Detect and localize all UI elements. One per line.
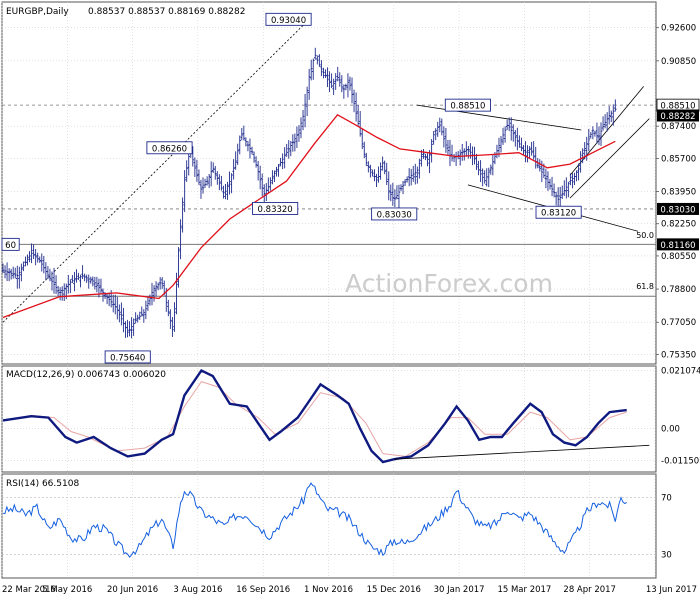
- price-annotation: 0.93040: [265, 12, 312, 26]
- rsi-panel-frame: [1, 473, 657, 579]
- price-candles: [1, 47, 617, 339]
- badge-label: 0.83030: [660, 205, 695, 215]
- x-tick-label: 30 Jan 2017: [434, 585, 485, 595]
- macd-y-axis: 0.021074 0.00 -0.011507: [661, 366, 700, 466]
- macd-tick-label: 0.021074: [661, 366, 700, 376]
- x-tick-label: 22 Mar 2016: [2, 585, 56, 595]
- badge-label: 0.81160: [660, 241, 695, 251]
- badge-box: [657, 238, 699, 251]
- y-tick-label: 0.77050: [661, 318, 696, 328]
- price-y-axis: 0.92600 0.90850 0.87400 0.85700 0.83950 0.822…: [656, 24, 696, 360]
- rsi-title: RSI(14) 66.5108: [6, 479, 79, 489]
- x-tick-label: 13 Jun 2017: [646, 585, 697, 595]
- annotation-box: [146, 141, 193, 155]
- trendline: [416, 104, 582, 131]
- retracement-label: 61.8: [636, 282, 654, 291]
- annotation-label: 0.93040: [271, 16, 306, 26]
- price-annotation: 0.83320: [252, 202, 299, 215]
- y-tick-label: 0.87400: [661, 122, 696, 132]
- x-tick-label: 15 Dec 2016: [367, 585, 421, 595]
- annotation-box: [535, 205, 582, 219]
- macd-title: MACD(12,26,9) 0.006743 0.006020: [6, 370, 166, 380]
- annotation-label: 60: [5, 241, 16, 251]
- price-badge: 0.88282: [657, 109, 699, 122]
- price-annotation: 0.83030: [371, 207, 418, 221]
- annotation-box: [265, 12, 312, 26]
- x-tick-label: 3 Aug 2016: [173, 585, 222, 595]
- annotation-box: [1, 237, 20, 251]
- chart-title: EURGBP,Daily: [6, 7, 69, 17]
- y-tick-label: 0.85700: [661, 154, 696, 164]
- y-tick-label: 0.78800: [661, 285, 696, 295]
- macd-tick-label: -0.011507: [661, 457, 700, 467]
- price-badge: 0.83030: [657, 202, 699, 215]
- y-tick-label: 0.75350: [661, 350, 696, 360]
- badge-box: [657, 202, 699, 215]
- rsi-tick-label: 30: [661, 551, 672, 561]
- annotation-box: [252, 202, 299, 215]
- rsi-line: [2, 482, 627, 559]
- y-tick-label: 0.90850: [661, 57, 696, 67]
- price-annotation: 0.86260: [146, 141, 193, 155]
- annotation-box: [104, 350, 151, 364]
- price-annotation: 0.83120: [535, 205, 582, 219]
- rsi-tick-label: 70: [661, 493, 672, 503]
- annotation-label: 0.83030: [377, 210, 412, 220]
- ohlc-readout: 0.88537 0.88537 0.88169 0.88282: [88, 7, 245, 17]
- x-tick-label: 15 Mar 2017: [497, 585, 551, 595]
- moving-average-line: [2, 113, 616, 319]
- price-annotation: 0.88510: [444, 98, 491, 112]
- x-tick-label: 20 Jun 2016: [107, 585, 158, 595]
- watermark: ActionForex.com: [345, 269, 553, 298]
- badge-label: 0.88282: [660, 112, 695, 122]
- annotation-label: 0.88510: [450, 102, 485, 112]
- x-tick-label: 1 Nov 2016: [304, 585, 353, 595]
- annotation-label: 0.83320: [258, 205, 293, 215]
- badge-box: [657, 109, 699, 122]
- macd-tick-label: 0.00: [661, 425, 680, 435]
- y-tick-label: 0.80550: [661, 252, 696, 262]
- rsi-y-axis: 70 30: [661, 493, 672, 560]
- x-tick-label: 16 Sep 2016: [236, 585, 290, 595]
- macd-line: [2, 368, 627, 464]
- macd-grid: [2, 369, 656, 461]
- macd-trendline: [394, 444, 650, 460]
- annotation-label: 0.75640: [110, 353, 145, 363]
- x-grid: [1, 2, 656, 578]
- price-annotation: 60: [1, 237, 20, 251]
- annotation-label: 0.86260: [152, 144, 187, 154]
- annotation-box: [371, 207, 418, 221]
- rsi-grid: [2, 497, 656, 555]
- y-tick-label: 0.82250: [661, 220, 696, 230]
- price-badge: 0.81160: [657, 238, 699, 251]
- y-tick-label: 0.83950: [661, 188, 696, 198]
- trendline: [569, 118, 650, 199]
- y-tick-label: 0.92600: [661, 24, 696, 34]
- badge-label: 0.88510: [660, 102, 695, 112]
- annotation-label: 0.83120: [541, 209, 576, 219]
- x-tick-label: 28 Apr 2017: [563, 585, 616, 595]
- price-annotation: 0.75640: [104, 350, 151, 364]
- x-tick-label: 5 May 2016: [42, 585, 92, 595]
- price-annotations: 0.93040 0.86260 0.83320 0.83030 0.88510 0.831…: [1, 12, 582, 364]
- retracement-label: 50.0: [636, 231, 654, 240]
- annotation-box: [444, 98, 491, 112]
